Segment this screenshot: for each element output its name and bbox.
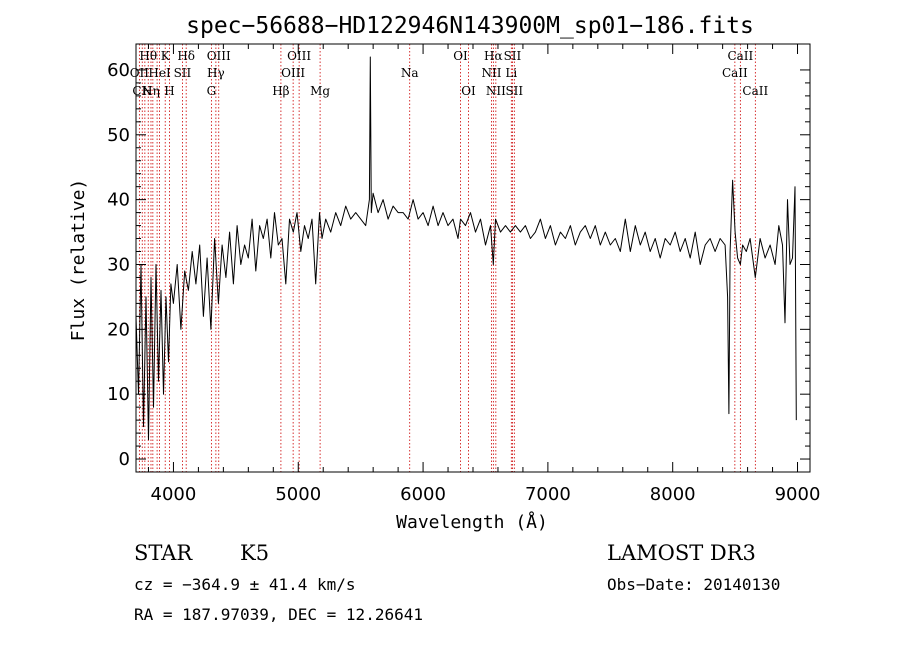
y-tick-label: 10 (107, 384, 130, 405)
line-marker-labels: OIICNHθHηHeIKHSIIHδGHγOIIIHβOIIIOIIIMgNa… (130, 49, 769, 98)
y-tick-label: 30 (107, 254, 130, 275)
x-tick-label: 8000 (650, 484, 696, 505)
x-tick-label: 7000 (525, 484, 571, 505)
chart-title: spec−56688−HD122946N143900M_sp01−186.fit… (186, 13, 754, 39)
line-marker-label: Na (401, 66, 419, 80)
line-marker-label: OIII (207, 49, 231, 63)
y-tick-label: 50 (107, 125, 130, 146)
line-marker-label: OIII (287, 49, 311, 63)
line-marker-label: OIII (281, 66, 305, 80)
object-class: STAR (134, 541, 193, 565)
y-tick-label: 20 (107, 319, 130, 340)
y-tick-label: 60 (107, 60, 130, 81)
line-marker-label: HeI (148, 66, 171, 80)
survey-name: LAMOST DR3 (607, 541, 756, 565)
line-marker-label: CN (132, 84, 152, 98)
line-marker-label: Hβ (272, 84, 289, 98)
line-marker-label: K (161, 49, 171, 63)
x-axis-label: Wavelength (Å) (396, 511, 548, 533)
line-marker-label: Mg (310, 84, 330, 98)
series-layer (135, 56, 797, 441)
line-marker-label: Hα (484, 49, 503, 63)
line-marker-label: SII (505, 84, 523, 98)
x-tick-label: 5000 (275, 484, 321, 505)
line-marker-label: CaII (722, 66, 748, 80)
line-marker-label: SII (504, 49, 522, 63)
line-marker-label: Hη (142, 84, 160, 98)
redshift-cz: cz = −364.9 ± 41.4 km/s (134, 575, 356, 594)
line-marker-label: Hθ (139, 49, 157, 63)
x-axis: 4000 5000 6000 7000 8000 9000 (147, 44, 821, 505)
observation-date: Obs−Date: 20140130 (607, 575, 780, 594)
line-marker-label: H (164, 84, 174, 98)
line-marker-label: OI (461, 84, 476, 98)
line-markers (138, 44, 756, 472)
y-axis-label: Flux (relative) (68, 179, 89, 342)
ra-dec-coordinates: RA = 187.97039, DEC = 12.26641 (134, 605, 423, 624)
line-marker-label: Hδ (177, 49, 195, 63)
line-marker-label: CaII (742, 84, 768, 98)
y-tick-label: 0 (119, 449, 130, 470)
y-tick-label: 40 (107, 190, 130, 211)
line-marker-label: SII (174, 66, 192, 80)
line-marker-label: OI (453, 49, 468, 63)
line-marker-label: OII (130, 66, 150, 80)
line-marker-label: CaII (727, 49, 753, 63)
y-axis: 0 10 20 30 40 50 60 (107, 60, 810, 470)
line-marker-label: Li (505, 66, 517, 80)
x-tick-label: 6000 (400, 484, 446, 505)
x-tick-label: 9000 (775, 484, 821, 505)
spectral-subclass: K5 (240, 541, 269, 565)
line-marker-label: NII (486, 84, 506, 98)
line-marker-label: G (207, 84, 217, 98)
line-marker-label: NII (481, 66, 501, 80)
flux-series-line (135, 56, 797, 441)
x-tick-label: 4000 (151, 484, 197, 505)
plot-frame (135, 43, 811, 473)
line-marker-label: Hγ (207, 66, 225, 80)
